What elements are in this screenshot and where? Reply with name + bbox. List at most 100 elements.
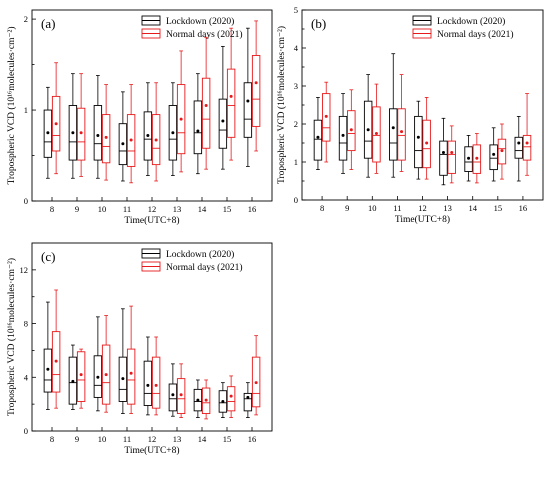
y-tick-label: 1: [24, 105, 28, 115]
box-mean: [500, 149, 504, 153]
box-mean: [525, 141, 529, 145]
box-lockdown: [464, 134, 473, 182]
box-lockdown: [43, 301, 53, 410]
x-tick-label: 16: [248, 204, 257, 214]
legend-label: Lockdown (2020): [437, 16, 505, 27]
x-tick-label: 10: [98, 204, 107, 214]
box-mean: [154, 383, 158, 387]
box-iqr: [251, 55, 261, 127]
box-mean: [196, 129, 200, 133]
box-iqr: [126, 348, 136, 405]
x-tick-label: 11: [393, 203, 401, 213]
box-lockdown: [93, 75, 103, 179]
box-normal: [397, 74, 406, 172]
box-mean: [79, 373, 83, 377]
box-normal: [176, 50, 186, 173]
box-lockdown: [218, 382, 228, 418]
x-tick-label: 8: [50, 204, 54, 214]
x-tick-label: 14: [468, 203, 477, 213]
legend-label: Normal days (2021): [437, 29, 514, 40]
y-tick-label: 0: [294, 195, 298, 205]
box-mean: [391, 126, 395, 130]
x-tick-label: 10: [98, 434, 107, 444]
box-lockdown: [363, 74, 373, 178]
y-tick-label: 12: [20, 265, 29, 275]
box-iqr: [439, 140, 448, 176]
box-iqr: [389, 108, 398, 161]
y-tick-label: 4: [24, 372, 29, 382]
box-mean: [229, 394, 233, 398]
box-normal: [347, 89, 356, 171]
box-mean: [450, 151, 454, 154]
box-mean: [441, 151, 445, 154]
box-mean: [96, 375, 100, 379]
box-iqr: [243, 392, 253, 412]
box-normal: [76, 73, 86, 177]
legend: Lockdown (2020) Normal days (2021): [141, 248, 243, 273]
box-mean: [54, 359, 58, 363]
box-mean: [96, 134, 100, 138]
box-iqr: [143, 360, 153, 406]
box-mean: [46, 131, 50, 135]
box-iqr: [226, 68, 236, 138]
box-mean: [54, 122, 58, 126]
box-mean: [492, 152, 496, 156]
x-tick-label: 9: [345, 203, 349, 213]
box-normal: [497, 123, 507, 180]
box-normal: [201, 379, 211, 420]
box-lockdown: [143, 82, 153, 176]
box-lockdown: [193, 379, 203, 418]
box-normal: [372, 83, 381, 174]
box-mean: [229, 94, 233, 98]
box-lockdown: [118, 308, 128, 414]
box-mean: [104, 135, 108, 139]
box-mean: [171, 131, 175, 135]
box-mean: [349, 128, 353, 132]
x-tick-label: 13: [173, 204, 182, 214]
box-normal: [126, 305, 136, 414]
box-mean: [79, 131, 83, 135]
legend: Lockdown (2020) Normal days (2021): [412, 15, 514, 40]
box-mean: [204, 104, 208, 107]
box-lockdown: [439, 117, 448, 186]
box-mean: [221, 119, 225, 123]
x-tick-label: 11: [123, 434, 131, 444]
y-tick-label: 2: [24, 14, 28, 24]
box-lockdown: [193, 73, 203, 175]
box-mean: [71, 379, 75, 383]
box-mean: [316, 135, 320, 139]
box-lockdown: [93, 316, 103, 412]
y-tick-label: 0: [24, 426, 28, 436]
x-axis-title: Time(UTC+8): [395, 214, 450, 225]
legend-label: Lockdown (2020): [166, 249, 234, 260]
box-normal: [51, 62, 61, 175]
box-normal: [176, 363, 186, 418]
box-mean: [179, 117, 183, 121]
x-tick-label: 13: [173, 434, 182, 444]
y-tick-label: 3: [294, 81, 298, 91]
box-lockdown: [68, 344, 78, 410]
box-mean: [121, 377, 125, 381]
legend-label: Lockdown (2020): [166, 16, 234, 27]
box-lockdown: [338, 93, 348, 174]
y-tick-label: 8: [24, 319, 28, 329]
box-iqr: [226, 386, 236, 412]
box-mean: [104, 373, 108, 377]
box-mean: [179, 393, 183, 397]
box-mean: [246, 99, 250, 103]
x-tick-label: 15: [223, 434, 232, 444]
x-axis-title: Time(UTC+8): [124, 215, 179, 226]
box-normal: [151, 82, 161, 182]
x-tick-label: 16: [248, 434, 257, 444]
box-iqr: [243, 82, 253, 138]
box-mean: [246, 395, 250, 399]
box-lockdown: [313, 97, 323, 171]
x-tick-label: 12: [148, 204, 157, 214]
box-normal: [101, 315, 111, 413]
box-iqr: [151, 356, 161, 409]
box-lockdown: [414, 100, 423, 180]
x-tick-label: 15: [494, 203, 503, 213]
x-tick-label: 16: [519, 203, 528, 213]
legend: Lockdown (2020) Normal days (2021): [141, 15, 243, 40]
